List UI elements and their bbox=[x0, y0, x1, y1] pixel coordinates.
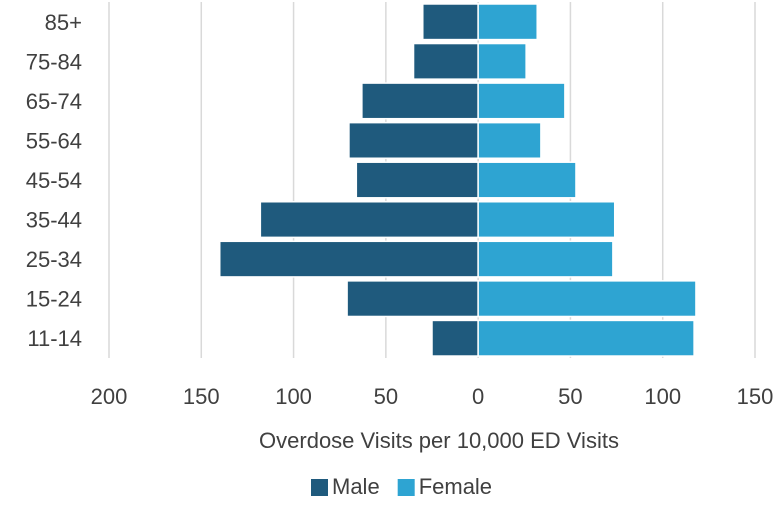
x-tick-label: 50 bbox=[374, 384, 398, 409]
bar-female-25-34 bbox=[477, 240, 614, 278]
bar-female-55-64 bbox=[477, 121, 542, 159]
y-tick-label: 35-44 bbox=[26, 208, 82, 233]
x-tick-label: 100 bbox=[275, 384, 312, 409]
x-tick-label: 100 bbox=[644, 384, 681, 409]
bar-female-11-14 bbox=[477, 319, 695, 357]
bar-male-45-54 bbox=[355, 161, 479, 199]
y-tick-label: 55-64 bbox=[26, 128, 82, 153]
y-tick-label: 75-84 bbox=[26, 49, 82, 74]
bar-male-75-84 bbox=[412, 42, 479, 80]
legend: Male Female bbox=[311, 474, 492, 499]
bar-female-15-24 bbox=[477, 280, 697, 318]
legend-swatch-female bbox=[397, 479, 415, 496]
legend-label-male: Male bbox=[332, 474, 380, 499]
legend-swatch-male bbox=[311, 479, 328, 496]
y-axis-labels: 11-14 15-24 25-34 35-44 45-54 55-64 65-74 75-84… bbox=[26, 10, 82, 351]
x-tick-label: 150 bbox=[737, 384, 774, 409]
x-tick-label: 200 bbox=[91, 384, 128, 409]
x-axis-title: Overdose Visits per 10,000 ED Visits bbox=[259, 428, 619, 453]
y-tick-label: 45-54 bbox=[26, 168, 82, 193]
bar-male-15-24 bbox=[346, 280, 479, 318]
y-tick-label: 15-24 bbox=[26, 287, 82, 312]
bar-female-35-44 bbox=[477, 201, 616, 239]
y-tick-label: 25-34 bbox=[26, 247, 82, 272]
y-tick-label: 11-14 bbox=[27, 326, 82, 351]
bar-male-85+ bbox=[422, 3, 479, 41]
y-tick-label: 65-74 bbox=[26, 89, 82, 114]
bar-male-25-34 bbox=[218, 240, 479, 278]
bar-male-55-64 bbox=[348, 121, 479, 159]
legend-label-female: Female bbox=[419, 474, 492, 499]
x-tick-label: 0 bbox=[472, 384, 484, 409]
bar-male-35-44 bbox=[259, 201, 479, 239]
x-axis-labels: 200 150 100 50 0 50 100 150 bbox=[91, 384, 774, 409]
bars bbox=[218, 3, 697, 357]
bar-male-11-14 bbox=[431, 319, 479, 357]
bar-female-75-84 bbox=[477, 42, 527, 80]
bar-male-65-74 bbox=[361, 82, 479, 120]
y-tick-label: 85+ bbox=[45, 10, 82, 35]
x-tick-label: 50 bbox=[558, 384, 582, 409]
bar-female-65-74 bbox=[477, 82, 566, 120]
bar-female-45-54 bbox=[477, 161, 577, 199]
bar-female-85+ bbox=[477, 3, 538, 41]
x-tick-label: 150 bbox=[183, 384, 220, 409]
